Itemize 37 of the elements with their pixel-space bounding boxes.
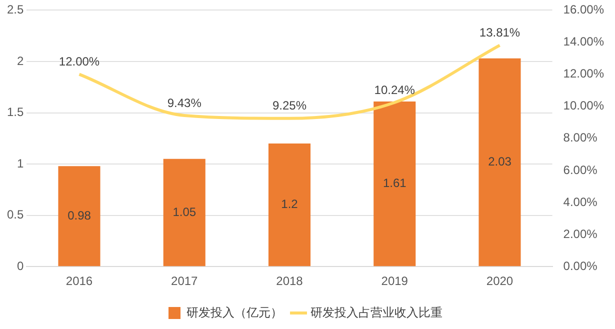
data-label: 1.05 [172,204,196,219]
data-label: 1.61 [382,176,407,190]
y2-tick-label: 16.00% [563,2,604,17]
y2-tick-label: 12.00% [563,66,604,81]
bar [478,58,521,266]
legend-label: 研发投入占营业收入比重 [310,305,442,320]
bar [374,101,416,266]
data-label: 9.43% [167,96,202,110]
y-tick-label: 1.5 [6,105,24,120]
y2-tick-label: 14.00% [563,34,604,49]
bar [268,144,311,266]
data-label: 10.24% [374,82,416,97]
y-tick-label: 2 [16,54,24,68]
data-label: 1.2 [281,197,298,212]
x-tick-label: 2020 [486,274,514,288]
bar [163,158,206,266]
y-tick-label: 1 [16,156,24,170]
y2-tick-label: 2.00% [563,226,598,241]
legend-label: 研发投入（亿元） [186,305,282,320]
x-tick-label: 2019 [381,274,408,288]
y2-tick-label: 8.00% [563,130,598,145]
x-tick-label: 2017 [171,274,198,288]
data-label: 2.03 [488,154,512,169]
x-tick-label: 2018 [276,274,304,288]
data-label: 0.98 [68,208,92,222]
y2-tick-label: 4.00% [563,194,598,209]
y2-tick-label: 10.00% [563,98,604,113]
y-tick-label: 0.5 [6,208,24,222]
data-label: 13.81% [479,26,520,40]
data-label: 9.25% [272,98,307,113]
data-label: 12.00% [58,54,100,69]
bar [58,166,100,266]
y-tick-label: 0 [16,258,24,273]
x-tick-label: 2016 [66,274,93,288]
y2-tick-label: 0.00% [563,258,598,273]
y-tick-label: 2.5 [6,2,24,17]
y2-tick-label: 6.00% [563,162,598,177]
